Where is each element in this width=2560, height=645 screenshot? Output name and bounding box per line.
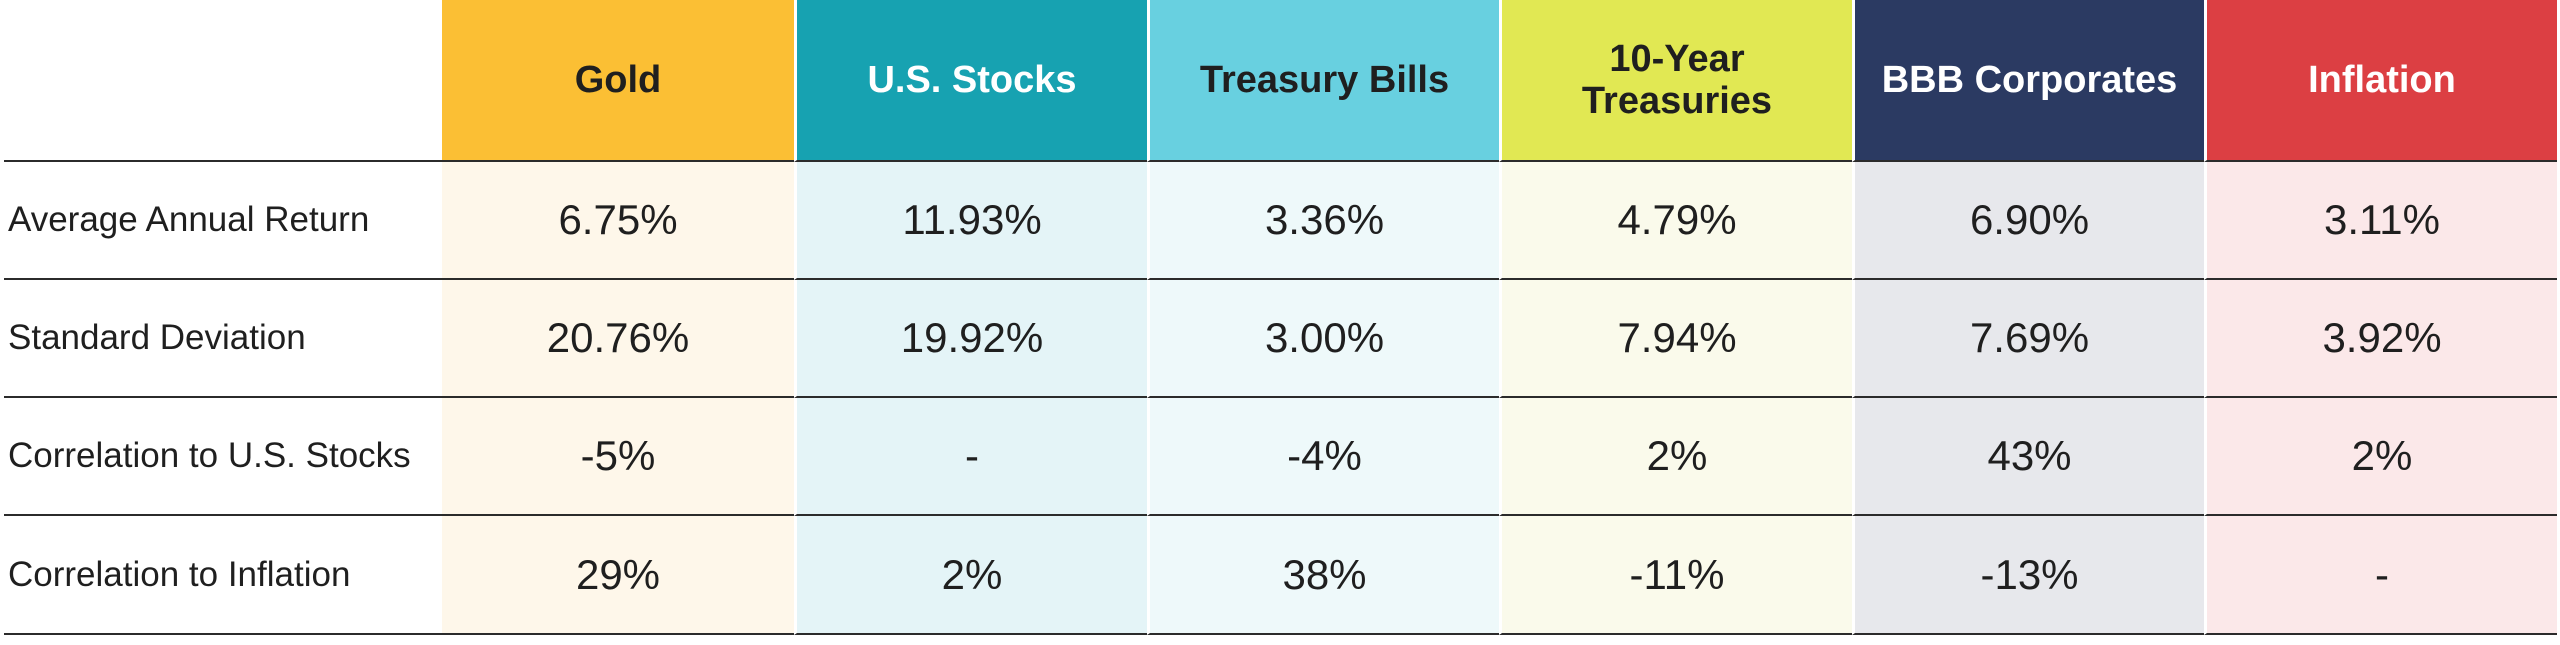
table-cell: -5% xyxy=(442,398,794,516)
table-cell: 2% xyxy=(1499,398,1852,516)
header-treasury-bills: Treasury Bills xyxy=(1147,0,1499,162)
table-cell: 3.00% xyxy=(1147,280,1499,398)
table-cell: 7.94% xyxy=(1499,280,1852,398)
table-cell: 3.11% xyxy=(2204,162,2557,280)
table-cell: 2% xyxy=(2204,398,2557,516)
table-cell: 20.76% xyxy=(442,280,794,398)
header-us-stocks: U.S. Stocks xyxy=(794,0,1147,162)
table-cell: 7.69% xyxy=(1852,280,2204,398)
header-gold: Gold xyxy=(442,0,794,162)
row-label-correlation-to-us-stocks: Correlation to U.S. Stocks xyxy=(4,398,442,516)
header-corner xyxy=(4,0,442,162)
table-cell: - xyxy=(2204,516,2557,635)
table-cell: 3.36% xyxy=(1147,162,1499,280)
header-inflation: Inflation xyxy=(2204,0,2557,162)
table-cell: 19.92% xyxy=(794,280,1147,398)
table-cell: 38% xyxy=(1147,516,1499,635)
table-grid: Gold U.S. Stocks Treasury Bills 10-Year … xyxy=(4,0,2557,635)
table-cell: -4% xyxy=(1147,398,1499,516)
row-label-standard-deviation: Standard Deviation xyxy=(4,280,442,398)
table-cell: 2% xyxy=(794,516,1147,635)
table-cell: 6.90% xyxy=(1852,162,2204,280)
table-cell: -11% xyxy=(1499,516,1852,635)
table-cell: 29% xyxy=(442,516,794,635)
table-cell: - xyxy=(794,398,1147,516)
table-cell: 3.92% xyxy=(2204,280,2557,398)
table-cell: 6.75% xyxy=(442,162,794,280)
header-bbb-corporates: BBB Corporates xyxy=(1852,0,2204,162)
header-10-year-treasuries: 10-Year Treasuries xyxy=(1499,0,1852,162)
row-label-average-annual-return: Average Annual Return xyxy=(4,162,442,280)
table-cell: 43% xyxy=(1852,398,2204,516)
table-cell: -13% xyxy=(1852,516,2204,635)
table-cell: 4.79% xyxy=(1499,162,1852,280)
row-label-correlation-to-inflation: Correlation to Inflation xyxy=(4,516,442,635)
table-cell: 11.93% xyxy=(794,162,1147,280)
